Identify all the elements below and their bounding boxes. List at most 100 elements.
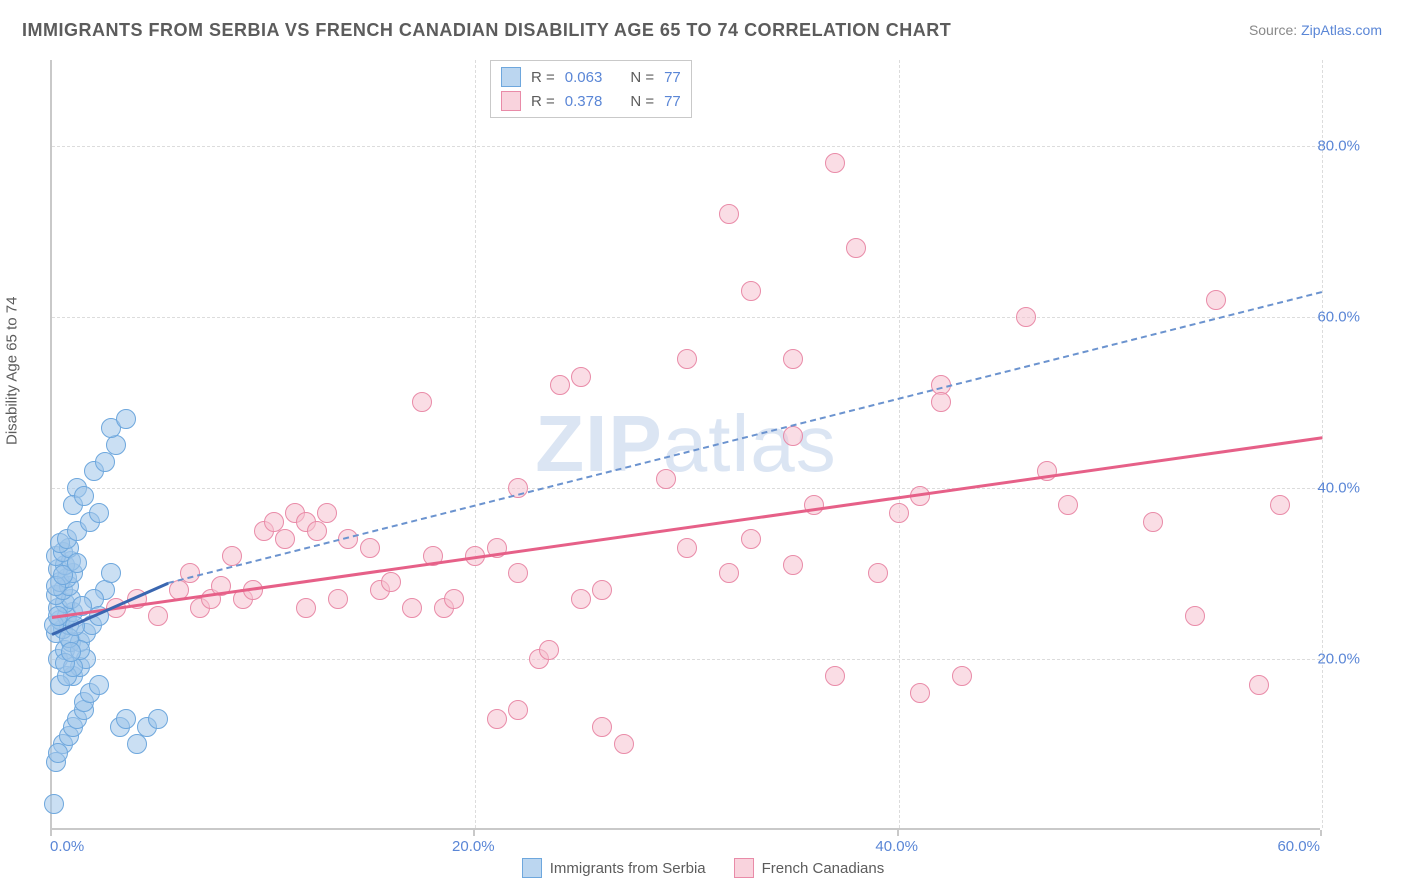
point-pink [952,666,972,686]
point-blue [67,553,87,573]
point-pink [614,734,634,754]
point-pink [846,238,866,258]
point-pink [1206,290,1226,310]
point-pink [275,529,295,549]
x-tick-label: 20.0% [452,838,495,855]
point-blue [116,409,136,429]
point-pink [317,503,337,523]
stats-row-blue: R = 0.063 N = 77 [501,65,681,89]
point-pink [825,153,845,173]
point-pink [412,392,432,412]
legend-label-blue: Immigrants from Serbia [550,860,706,877]
point-pink [487,709,507,729]
point-blue [61,642,81,662]
point-pink [910,683,930,703]
n-label: N = [630,69,654,86]
n-value-blue: 77 [664,69,681,86]
point-pink [719,563,739,583]
swatch-blue-icon [522,858,542,878]
point-blue [95,452,115,472]
point-blue [44,794,64,814]
n-label: N = [630,93,654,110]
point-pink [508,563,528,583]
point-pink [550,375,570,395]
point-pink [677,538,697,558]
swatch-pink-icon [734,858,754,878]
point-pink [783,349,803,369]
bottom-legend: Immigrants from Serbia French Canadians [0,858,1406,878]
legend-label-pink: French Canadians [762,860,885,877]
source-link[interactable]: ZipAtlas.com [1301,22,1382,38]
legend-item-blue: Immigrants from Serbia [522,858,706,878]
r-label: R = [531,93,555,110]
point-blue [74,486,94,506]
swatch-pink-icon [501,91,521,111]
x-tick-label: 40.0% [875,838,918,855]
legend-item-pink: French Canadians [734,858,885,878]
point-pink [444,589,464,609]
point-pink [656,469,676,489]
point-pink [592,717,612,737]
point-pink [1058,495,1078,515]
plot-area: ZIPatlas [50,60,1320,830]
point-pink [381,572,401,592]
point-pink [783,555,803,575]
chart-title: IMMIGRANTS FROM SERBIA VS FRENCH CANADIA… [22,20,951,41]
point-pink [148,606,168,626]
point-blue [127,734,147,754]
point-pink [1270,495,1290,515]
point-pink [741,281,761,301]
r-value-pink: 0.378 [565,93,603,110]
y-tick-label: 80.0% [1317,137,1360,154]
point-pink [889,503,909,523]
point-pink [741,529,761,549]
point-pink [677,349,697,369]
point-pink [328,589,348,609]
hgrid-line [52,146,1320,147]
vgrid-line [1322,60,1323,828]
x-tick-mark [473,830,475,836]
y-axis-title: Disability Age 65 to 74 [4,297,21,445]
hgrid-line [52,317,1320,318]
point-blue [101,563,121,583]
point-pink [360,538,380,558]
point-pink [1016,307,1036,327]
trend-line-pink [52,436,1322,619]
point-pink [931,392,951,412]
hgrid-line [52,488,1320,489]
n-value-pink: 77 [664,93,681,110]
point-pink [307,521,327,541]
vgrid-line [899,60,900,828]
point-pink [402,598,422,618]
point-blue [116,709,136,729]
point-pink [1143,512,1163,532]
vgrid-line [475,60,476,828]
x-tick-mark [1320,830,1322,836]
point-blue [106,435,126,455]
r-label: R = [531,69,555,86]
x-tick-mark [50,830,52,836]
r-value-blue: 0.063 [565,69,603,86]
hgrid-line [52,659,1320,660]
swatch-blue-icon [501,67,521,87]
x-tick-label: 60.0% [1277,838,1320,855]
point-blue [148,709,168,729]
y-tick-label: 40.0% [1317,479,1360,496]
point-pink [825,666,845,686]
point-blue [48,743,68,763]
point-pink [508,700,528,720]
point-pink [868,563,888,583]
watermark-light: atlas [663,399,837,488]
point-pink [571,589,591,609]
stats-legend: R = 0.063 N = 77 R = 0.378 N = 77 [490,60,692,118]
point-pink [719,204,739,224]
point-pink [592,580,612,600]
point-pink [539,640,559,660]
point-pink [1249,675,1269,695]
source-label: Source: [1249,22,1301,38]
y-tick-label: 20.0% [1317,650,1360,667]
point-pink [783,426,803,446]
point-blue [89,503,109,523]
source-attribution: Source: ZipAtlas.com [1249,22,1382,38]
point-blue [89,675,109,695]
